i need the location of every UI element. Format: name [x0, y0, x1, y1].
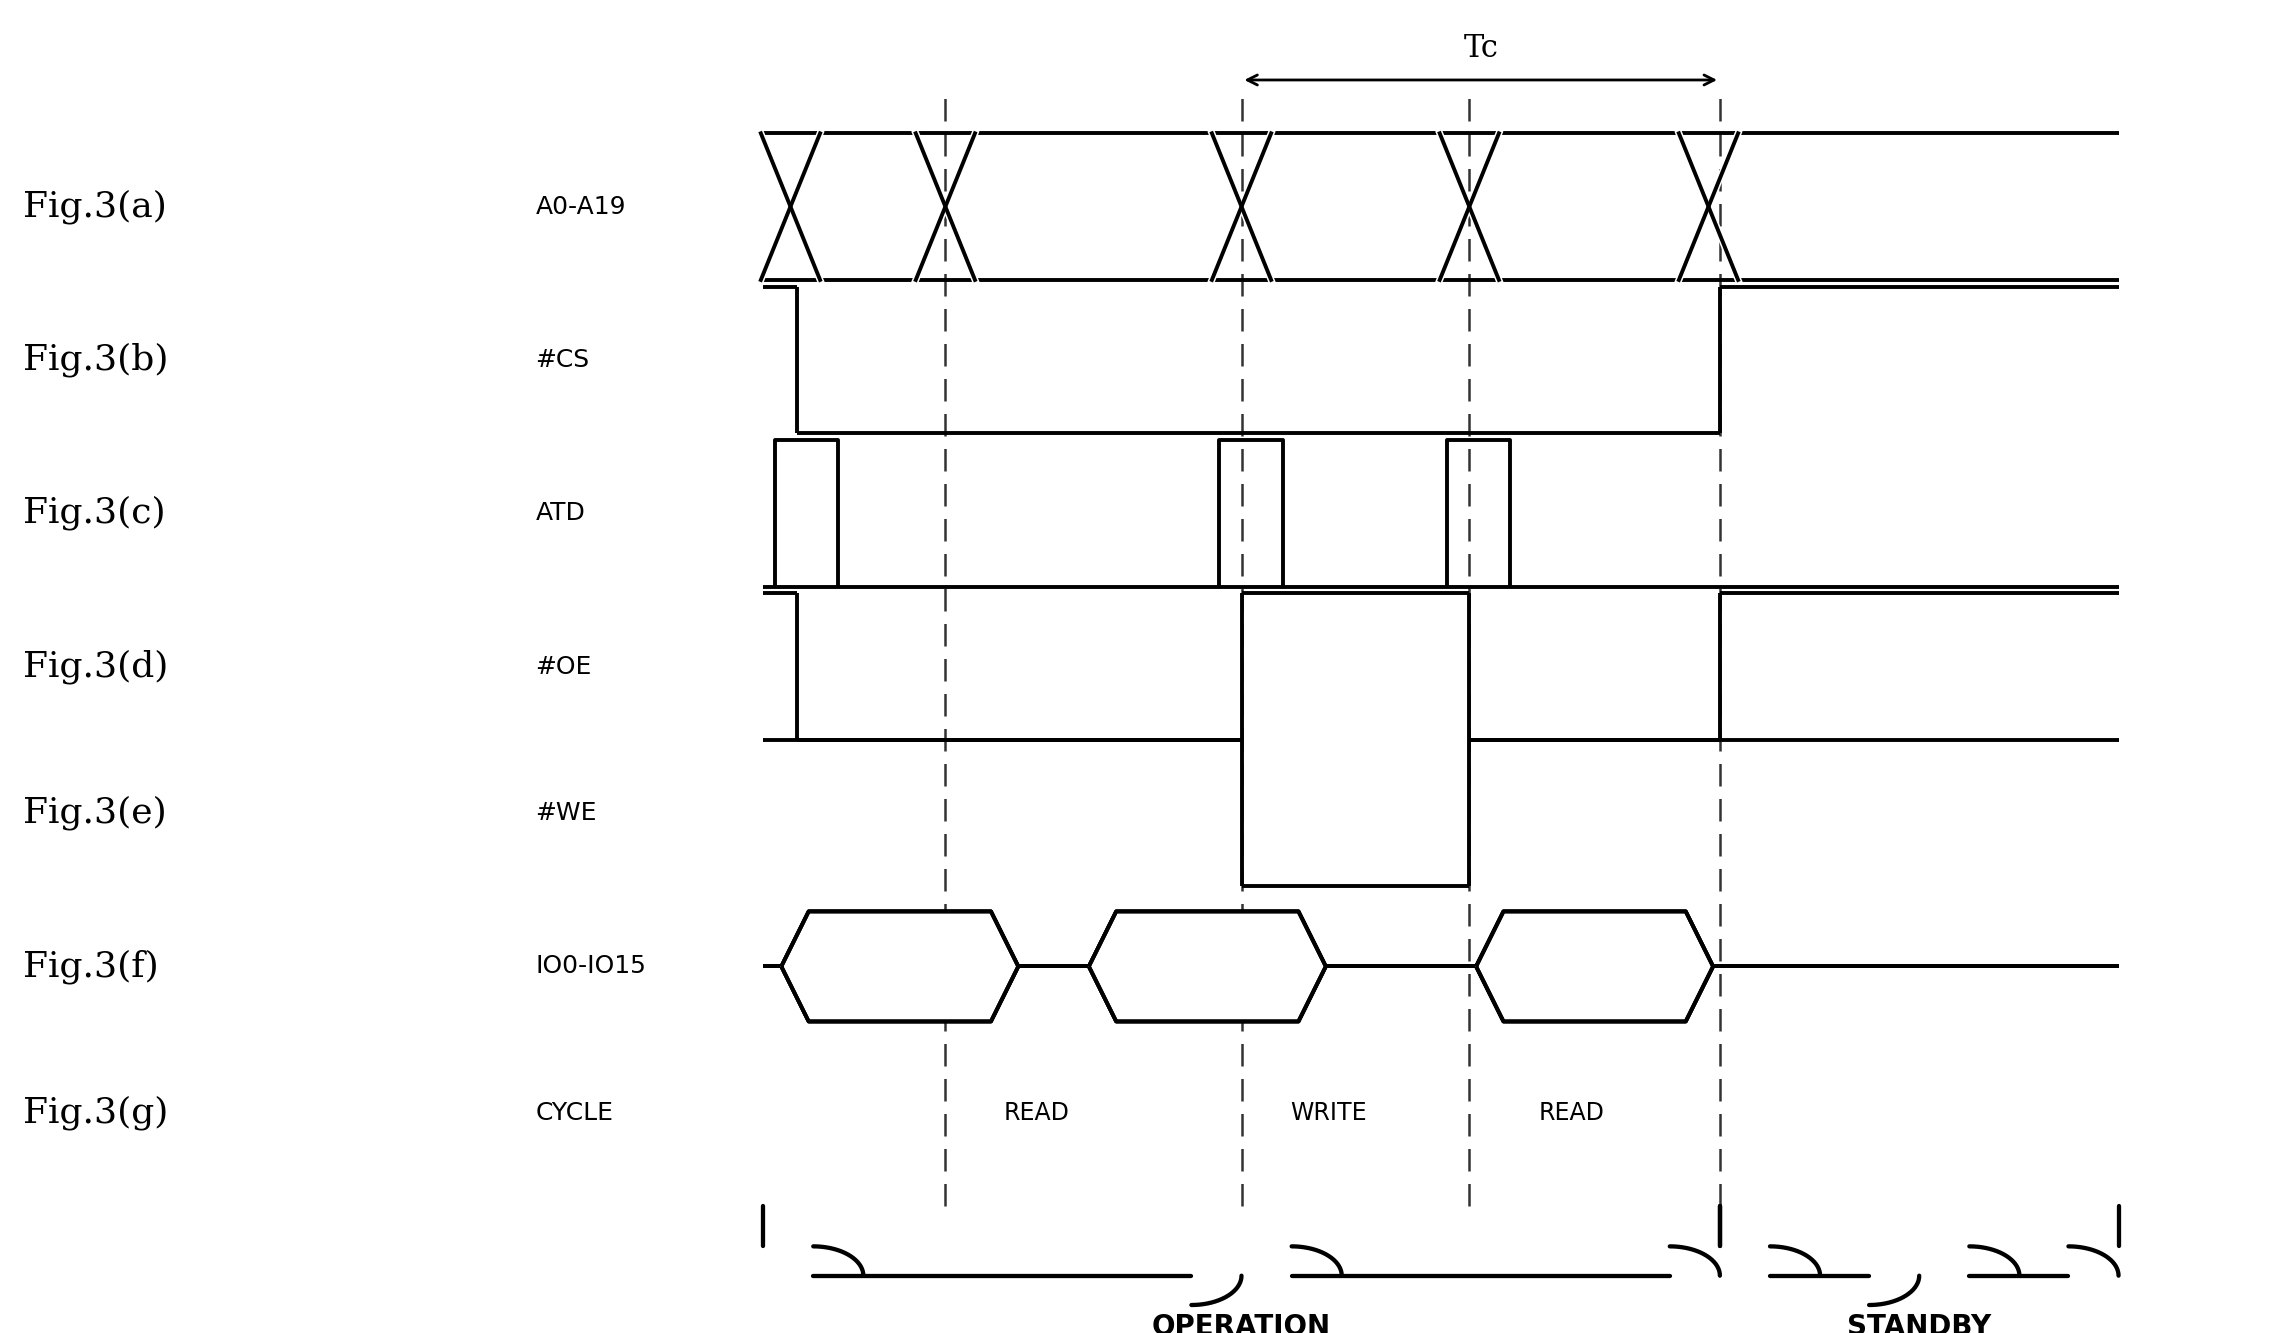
Text: A0-A19: A0-A19 [535, 195, 626, 219]
Text: Tc: Tc [1462, 33, 1499, 64]
Text: Fig.3(g): Fig.3(g) [23, 1096, 169, 1130]
Text: #WE: #WE [535, 801, 597, 825]
Polygon shape [1089, 912, 1326, 1021]
Polygon shape [1476, 912, 1713, 1021]
Text: IO0-IO15: IO0-IO15 [535, 954, 647, 978]
Text: #OE: #OE [535, 655, 592, 678]
Text: ATD: ATD [535, 501, 585, 525]
Text: CYCLE: CYCLE [535, 1101, 613, 1125]
Polygon shape [1089, 912, 1326, 1021]
Text: #CS: #CS [535, 348, 590, 372]
Text: Fig.3(a): Fig.3(a) [23, 189, 166, 224]
Polygon shape [781, 912, 1018, 1021]
Text: OPERATION: OPERATION [1153, 1313, 1330, 1333]
Text: READ: READ [1005, 1101, 1068, 1125]
Text: Fig.3(f): Fig.3(f) [23, 949, 159, 984]
Polygon shape [1476, 912, 1713, 1021]
Text: WRITE: WRITE [1289, 1101, 1367, 1125]
Text: READ: READ [1540, 1101, 1604, 1125]
Polygon shape [781, 912, 1018, 1021]
Text: Fig.3(b): Fig.3(b) [23, 343, 169, 377]
Text: STANDBY: STANDBY [1847, 1313, 1991, 1333]
Text: Fig.3(d): Fig.3(d) [23, 649, 169, 684]
Text: Fig.3(e): Fig.3(e) [23, 796, 166, 830]
Text: Fig.3(c): Fig.3(c) [23, 496, 166, 531]
